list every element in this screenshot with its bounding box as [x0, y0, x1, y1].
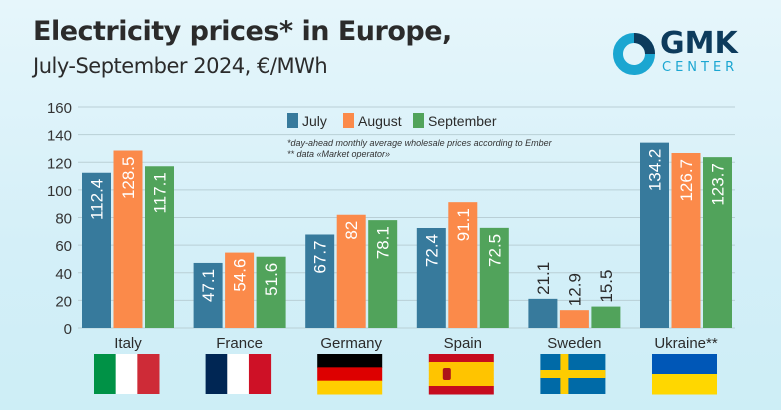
data-label: 72.4 [422, 234, 441, 267]
data-label: 78.1 [374, 226, 393, 259]
flag-germany-icon [317, 354, 383, 395]
legend-label: September [428, 113, 497, 129]
bar-july [305, 234, 335, 328]
data-label: 12.9 [565, 273, 584, 306]
y-tick-label: 120 [47, 155, 72, 172]
y-tick-label: 60 [55, 238, 72, 255]
category-label: Ukraine** [654, 335, 718, 352]
bar-july [82, 172, 111, 328]
data-label: 82 [342, 221, 361, 240]
category-label: Sweden [547, 335, 601, 352]
bar-july [528, 298, 558, 328]
data-label: 112.4 [88, 179, 107, 220]
bar-september [256, 256, 286, 328]
data-label: 51.6 [262, 263, 281, 296]
data-label: 67.7 [311, 240, 330, 273]
y-tick-label: 140 [47, 128, 72, 145]
logo-ring-icon [613, 33, 655, 75]
legend-label: August [358, 113, 402, 129]
logo-subtext: CENTER [662, 60, 739, 75]
y-tick-label: 40 [55, 266, 72, 283]
bar-august [559, 310, 589, 328]
category-label: France [216, 335, 263, 352]
legend-label: July [302, 113, 327, 129]
legend-swatch [287, 113, 298, 128]
bar-july [416, 227, 446, 328]
data-label: 47.1 [199, 269, 218, 302]
bar-july [640, 142, 669, 328]
legend-swatch [343, 113, 354, 128]
bar-september [703, 157, 732, 328]
flag-sweden-icon [540, 354, 606, 394]
bar-august [448, 202, 478, 328]
data-label: 134.2 [646, 149, 665, 192]
data-label: 128.5 [119, 157, 138, 200]
category-label: Spain [444, 335, 482, 352]
chart-title: Electricity prices* in Europe, [33, 16, 452, 47]
bar-august [113, 150, 143, 328]
data-label: 54.6 [231, 259, 250, 292]
y-tick-label: 80 [55, 211, 72, 228]
bar-september [368, 220, 398, 328]
flag-italy-icon [94, 354, 160, 394]
bar-august [225, 252, 255, 328]
category-label: Germany [320, 335, 382, 352]
bar-september [145, 166, 174, 328]
y-tick-label: 20 [55, 293, 72, 310]
bar-september [479, 227, 509, 328]
legend: July August September *day-ahead monthly av… [287, 113, 553, 159]
bar-september [591, 306, 621, 328]
y-tick-label: 160 [47, 100, 72, 117]
data-label: 117.1 [151, 172, 170, 213]
legend-swatch [413, 113, 424, 128]
flag-ukraine-icon [652, 354, 717, 395]
logo-text: GMK [660, 26, 738, 61]
data-label: 72.5 [485, 234, 504, 267]
data-label: 21.1 [534, 262, 553, 295]
data-label: 126.7 [677, 159, 696, 202]
bar-august [671, 152, 701, 328]
data-label: 15.5 [597, 269, 616, 302]
flag-france-icon [205, 354, 272, 394]
flag-spain-icon [428, 354, 494, 395]
y-tick-label: 0 [64, 321, 72, 338]
bar-july [193, 262, 223, 328]
footnote: ** data «Market operator» [287, 149, 390, 159]
gmk-center-logo: GMK CENTER [612, 26, 747, 78]
y-tick-label: 100 [47, 183, 72, 200]
footnote: *day-ahead monthly average wholesale pri… [287, 138, 553, 148]
data-label: 91.1 [454, 208, 473, 241]
data-label: 123.7 [709, 163, 728, 206]
bar-august [336, 214, 366, 328]
chart-subtitle: July-September 2024, €/MWh [33, 54, 328, 78]
category-label: Italy [114, 335, 142, 352]
